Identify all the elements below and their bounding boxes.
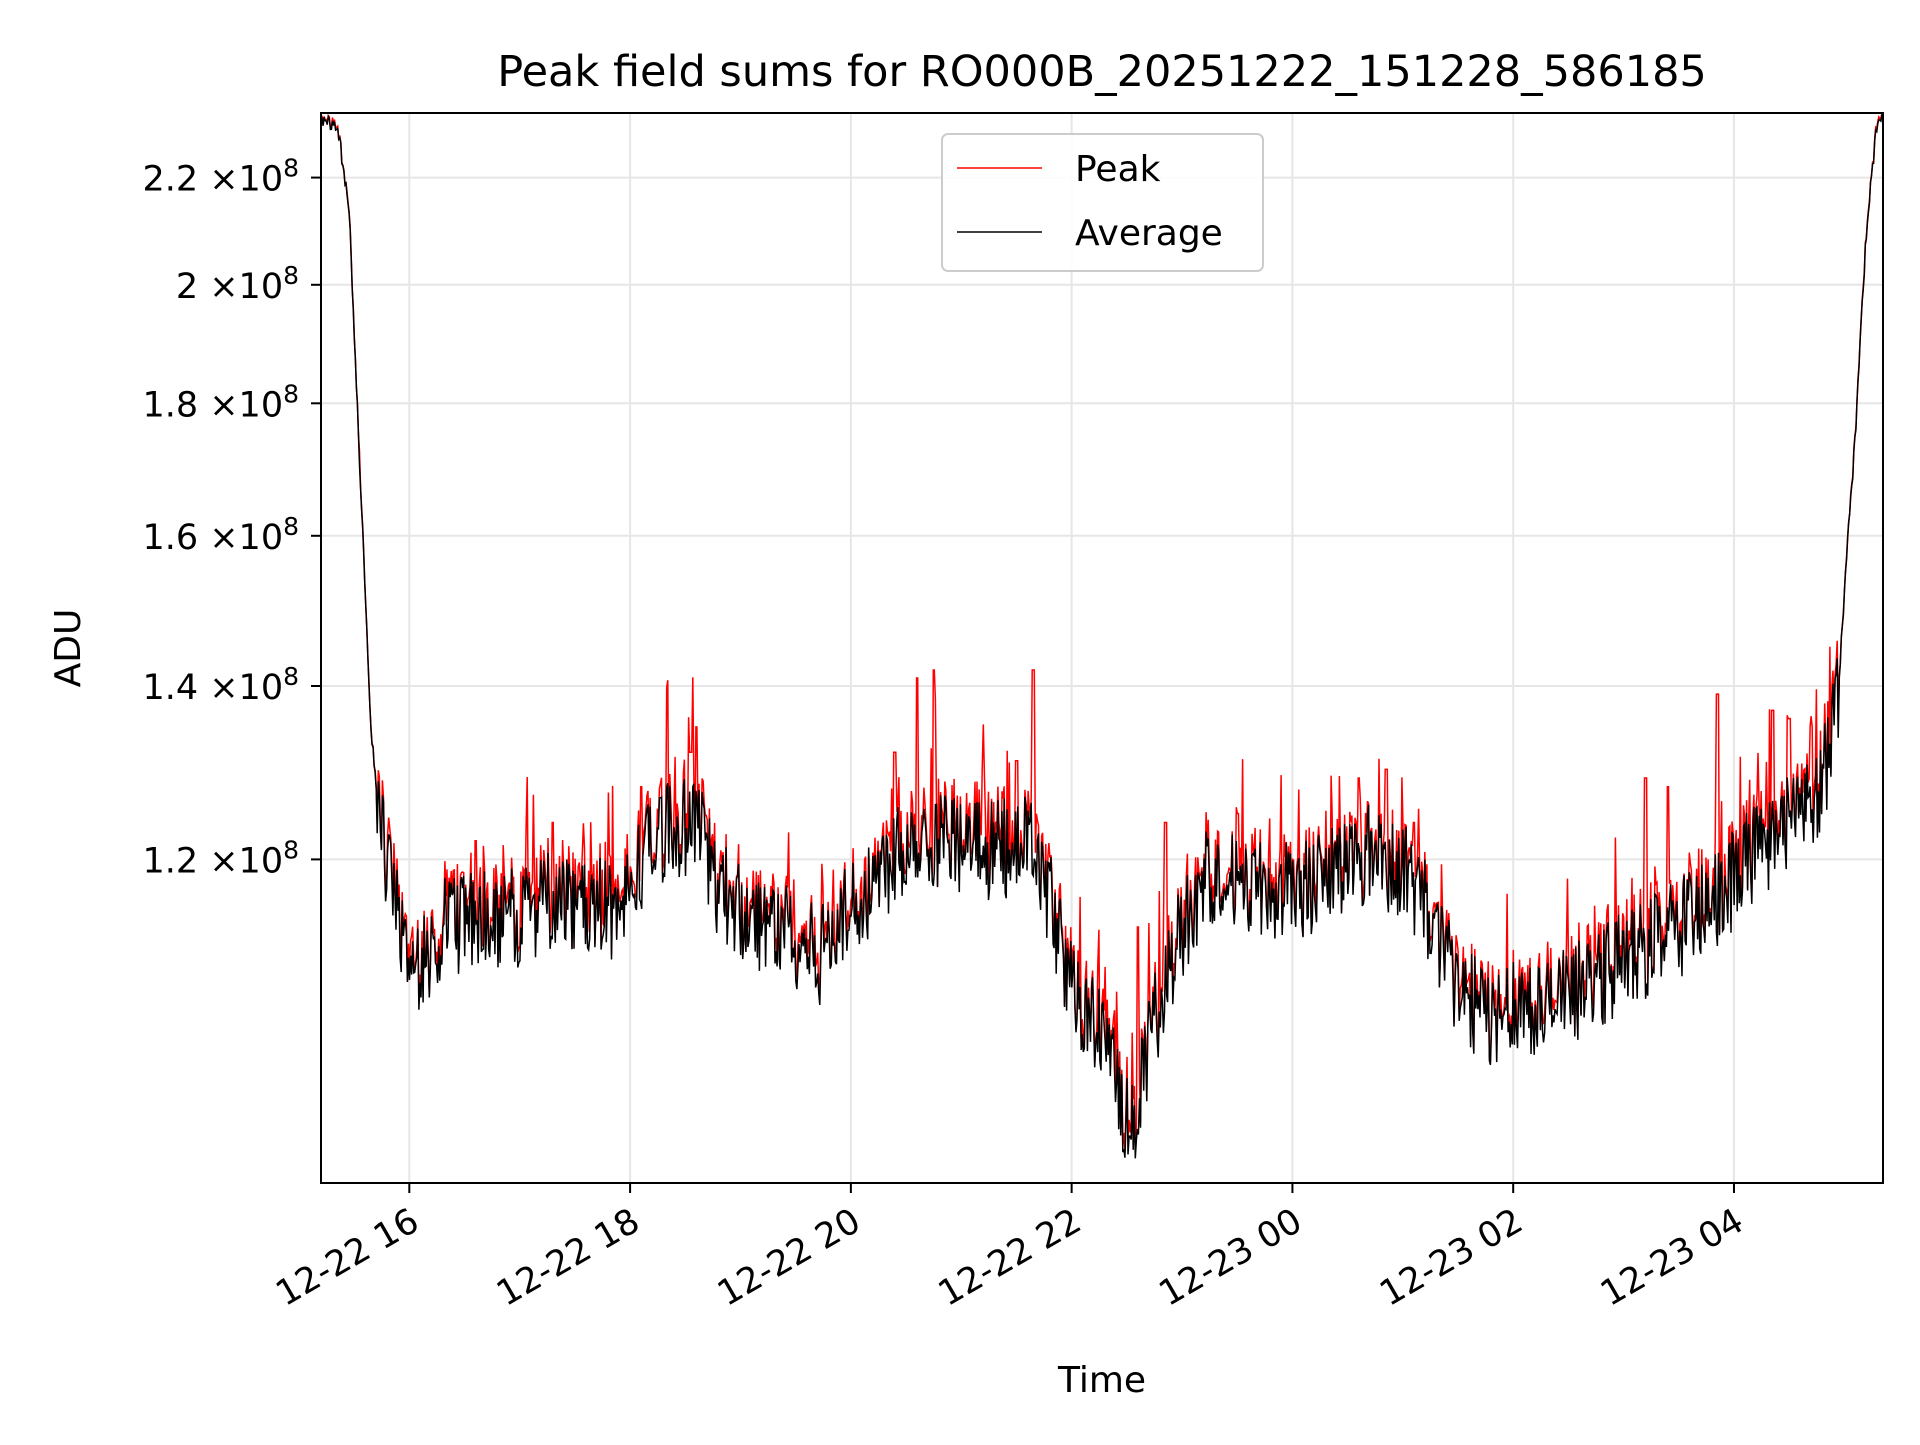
series-average-line <box>320 112 1883 1159</box>
y-axis-label: ADU <box>48 609 89 688</box>
y-tick-label: 2.2 ×108 <box>142 154 299 200</box>
y-tick-label: 1.2 ×108 <box>142 835 299 881</box>
x-axis-label: Time <box>1057 1360 1146 1401</box>
legend-peak-label: Peak <box>1075 149 1161 190</box>
legend-average-label: Average <box>1075 213 1223 254</box>
legend: Peak Average <box>941 133 1264 272</box>
y-tick-label: 1.8 ×108 <box>142 379 299 425</box>
y-tick-label: 1.6 ×108 <box>142 512 299 558</box>
y-tick-label: 1.4 ×108 <box>142 662 299 708</box>
series-layer <box>320 112 1883 1159</box>
chart-title: Peak field sums for RO000B_20251222_1512… <box>497 47 1707 97</box>
y-tick-label: 2 ×108 <box>176 261 299 307</box>
plot-frame <box>320 112 1884 1184</box>
